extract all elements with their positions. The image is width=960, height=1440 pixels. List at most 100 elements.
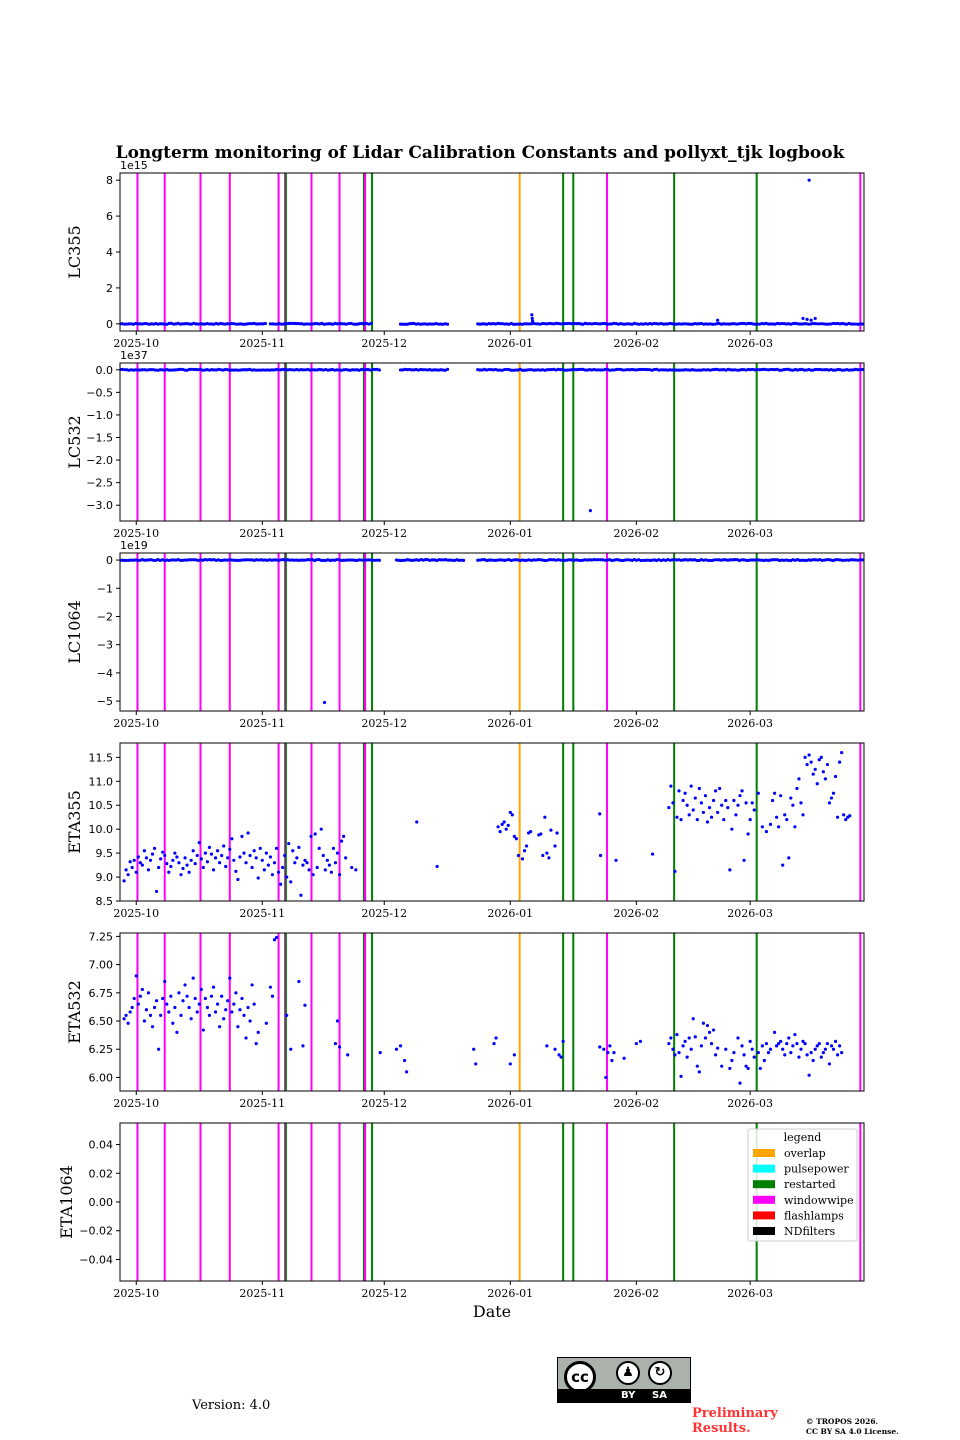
data-point (350, 865, 354, 870)
data-point (496, 825, 500, 829)
y-tick-label: 7.25 (89, 930, 114, 943)
data-point (797, 1055, 801, 1059)
data-point (503, 322, 507, 326)
data-point (350, 368, 355, 372)
data-point (266, 863, 270, 867)
data-point (238, 1008, 242, 1012)
data-point (553, 1047, 557, 1051)
panel-eta532: 6.00 6.25 6.50 6.75 7.00 7.25 2025-10 2025-11 20… (65, 930, 865, 1110)
y-offset-text: 1e37 (120, 349, 148, 362)
axes-frame (119, 172, 865, 332)
y-tick-label: 6 (106, 210, 113, 223)
data-point (313, 832, 317, 836)
data-point (264, 851, 268, 855)
panel-eta1064: −0.04 −0.02 0.00 0.02 0.04 2025-10 2025-11 2025… (57, 1122, 865, 1300)
x-tick-label: 2025-12 (361, 907, 407, 920)
data-point (687, 813, 691, 817)
data-point (785, 1042, 789, 1046)
data-point (740, 558, 744, 562)
data-point (734, 813, 738, 817)
data-point (599, 558, 603, 562)
data-point (163, 853, 167, 858)
data-point (506, 823, 510, 827)
data-point (435, 864, 439, 869)
data-point (241, 368, 245, 372)
data-point (520, 368, 525, 372)
license-line: CC BY SA 4.0 License. (806, 1427, 899, 1436)
data-point (398, 368, 403, 372)
data-point (138, 994, 142, 998)
data-point (770, 798, 775, 803)
data-point (762, 1058, 766, 1063)
data-point (585, 322, 589, 326)
data-point (178, 558, 182, 562)
data-point (354, 868, 358, 872)
data-point (821, 1051, 825, 1055)
data-point (823, 777, 827, 781)
data-point (547, 367, 551, 372)
data-point (157, 865, 161, 870)
data-point (211, 868, 216, 872)
data-point (220, 994, 224, 998)
data-point (805, 762, 809, 767)
data-point (752, 808, 756, 812)
data-point (740, 368, 744, 372)
data-point (683, 791, 687, 795)
data-point (492, 1042, 496, 1046)
data-point (209, 994, 214, 998)
data-point (774, 815, 779, 819)
x-tick-label: 2025-10 (113, 717, 159, 730)
data-point (588, 509, 592, 513)
data-point (245, 558, 250, 562)
data-point (827, 1062, 832, 1066)
data-point (159, 857, 163, 861)
data-point (811, 772, 815, 776)
data-point (795, 786, 799, 791)
data-point (410, 321, 414, 326)
y-tick-label: −3 (97, 639, 113, 652)
data-point (751, 558, 755, 562)
data-point (126, 873, 130, 877)
data-point (824, 558, 829, 562)
data-point (329, 870, 334, 874)
data-point (516, 853, 521, 858)
data-point (243, 368, 247, 372)
data-point (596, 322, 601, 326)
data-point (150, 1025, 155, 1029)
data-point (377, 558, 381, 562)
data-point (614, 858, 618, 862)
data-point (842, 813, 846, 817)
data-point (154, 999, 159, 1003)
x-tick-label: 2026-02 (613, 907, 659, 920)
data-point (430, 558, 434, 562)
data-point (348, 558, 352, 562)
data-point (608, 322, 612, 326)
y-tick-label: −3.0 (86, 499, 113, 512)
data-point (297, 845, 301, 849)
data-point (724, 322, 728, 326)
data-point (687, 1036, 691, 1040)
data-point (695, 1064, 699, 1068)
data-point (510, 813, 514, 817)
data-point (709, 815, 714, 819)
cc-license-badge[interactable]: cc ♟ ↻ BY SA (557, 1357, 691, 1403)
data-point (207, 322, 212, 326)
data-point (262, 868, 266, 872)
data-point (742, 858, 746, 862)
data-point (248, 558, 252, 562)
data-point (780, 321, 784, 326)
data-point (211, 985, 216, 989)
data-point (193, 996, 197, 1001)
data-point (241, 322, 245, 326)
data-point (310, 368, 314, 372)
x-tick-label: 2025-11 (239, 527, 285, 540)
data-point (243, 558, 247, 562)
data-point (681, 798, 685, 803)
y-tick-label: 0.00 (89, 1196, 114, 1209)
data-point (527, 368, 531, 372)
data-point (148, 858, 153, 862)
data-point (612, 1051, 616, 1055)
data-point (811, 321, 815, 326)
data-point (801, 813, 805, 817)
axes-frame (119, 362, 865, 522)
